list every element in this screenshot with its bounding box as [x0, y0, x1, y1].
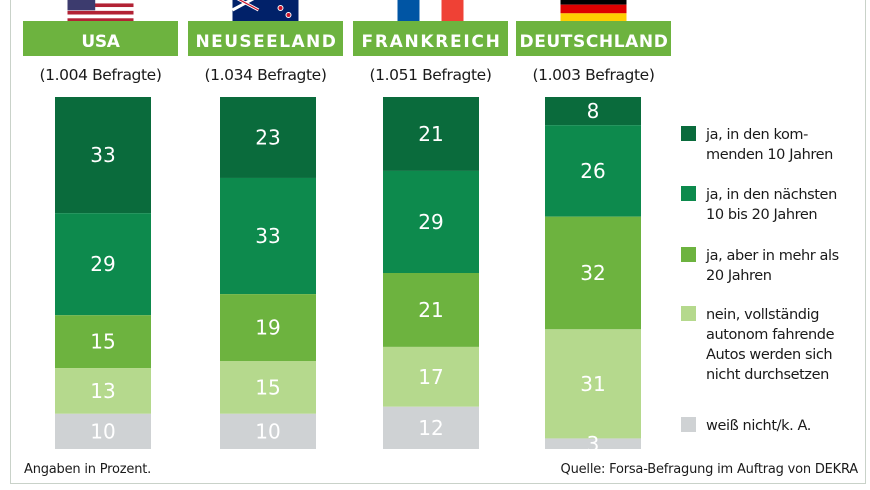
header-box-neuseeland [188, 21, 343, 56]
data-label-neuseeland-s1: 23 [255, 125, 280, 149]
bar-segment-usa-s1 [55, 97, 151, 214]
data-label-frankreich-s5: 12 [418, 416, 443, 440]
data-label-neuseeland-s5: 10 [255, 419, 280, 443]
header-box-frankreich [353, 21, 508, 56]
data-label-frankreich-s2: 29 [418, 210, 443, 234]
legend-swatch-5 [681, 417, 696, 432]
respondents-note-usa: (1.004 Befragte) [40, 66, 162, 84]
bar-segment-frankreich-s5 [383, 406, 479, 449]
bar-segment-deutschland-s2 [545, 125, 641, 217]
legend-swatch-3 [681, 247, 696, 262]
bar-segment-usa-s2 [55, 213, 151, 316]
bar-segment-neuseeland-s4 [220, 361, 316, 414]
data-label-neuseeland-s3: 19 [255, 316, 280, 340]
legend-swatch-2 [681, 186, 696, 201]
respondents-note-frankreich: (1.051 Befragte) [370, 66, 492, 84]
respondents-note-neuseeland: (1.034 Befragte) [205, 66, 327, 84]
bar-segment-usa-s3 [55, 315, 151, 369]
flag-france-icon [397, 0, 464, 22]
category-label-deutschland: DEUTSCHLAND [520, 32, 668, 52]
data-label-usa-s2: 29 [90, 252, 115, 276]
data-label-deutschland-s1: 8 [587, 99, 600, 123]
data-label-neuseeland-s2: 33 [255, 224, 280, 248]
data-label-deutschland-s3: 32 [580, 261, 605, 285]
legend-item-2: ja, in den nächsten 10 bis 20 Jahren [681, 186, 837, 223]
data-label-frankreich-s1: 21 [418, 122, 443, 146]
legend-label-4: nein, vollständig autonom fahrende Autos w… [706, 307, 835, 383]
data-label-usa-s4: 13 [90, 379, 115, 403]
bar-segment-neuseeland-s2 [220, 177, 316, 295]
bar-segment-usa-s5 [55, 413, 151, 449]
bar-segment-frankreich-s1 [383, 97, 479, 171]
bar-segment-deutschland-s5 [545, 438, 641, 449]
data-label-neuseeland-s4: 15 [255, 375, 280, 399]
data-label-usa-s5: 10 [90, 419, 115, 443]
legend-item-1: ja, in den kom-menden 10 Jahren [681, 126, 833, 163]
bar-segment-neuseeland-s1 [220, 97, 316, 178]
footer-source: Quelle: Forsa-Befragung im Auftrag von D… [560, 462, 859, 477]
bar-segment-deutschland-s1 [545, 97, 641, 126]
header-box-usa [23, 21, 178, 56]
bar-segment-usa-s4 [55, 368, 151, 414]
data-label-deutschland-s2: 26 [580, 159, 605, 183]
data-label-usa-s1: 33 [90, 143, 115, 167]
legend-label-5: weiß nicht/k. A. [706, 418, 811, 434]
bar-segment-frankreich-s4 [383, 346, 479, 407]
header-box-deutschland [516, 21, 671, 56]
data-label-deutschland-s5: 3 [587, 432, 600, 456]
category-label-neuseeland: NEUSEELAND [196, 32, 336, 52]
bar-segment-neuseeland-s5 [220, 413, 316, 449]
bar-segment-neuseeland-s3 [220, 294, 316, 361]
data-label-deutschland-s4: 31 [580, 372, 605, 396]
legend-label-3: ja, aber in mehr als 20 Jahren [705, 248, 839, 284]
category-label-usa: USA [81, 32, 120, 52]
legend-swatch-1 [681, 126, 696, 141]
bar-segment-frankreich-s3 [383, 273, 479, 347]
bar-segment-deutschland-s3 [545, 216, 641, 330]
chart-frame [10, 0, 866, 484]
flag-germany-icon [560, 0, 627, 22]
legend-item-5: weiß nicht/k. A. [681, 417, 811, 434]
bar-segment-deutschland-s4 [545, 329, 641, 439]
bar-segment-frankreich-s2 [383, 170, 479, 273]
legend-item-4: nein, vollständig autonom fahrende Autos w… [681, 306, 835, 383]
legend-label-2: ja, in den nächsten 10 bis 20 Jahren [705, 187, 837, 223]
legend-swatch-4 [681, 306, 696, 321]
data-label-frankreich-s3: 21 [418, 298, 443, 322]
data-label-frankreich-s4: 17 [418, 365, 443, 389]
legend-label-1: ja, in den kom-menden 10 Jahren [705, 127, 833, 163]
legend-item-3: ja, aber in mehr als 20 Jahren [681, 247, 839, 284]
respondents-note-deutschland: (1.003 Befragte) [533, 66, 655, 84]
data-label-usa-s3: 15 [90, 330, 115, 354]
flag-usa-icon [67, 0, 134, 22]
footer-note: Angaben in Prozent. [24, 462, 152, 477]
category-label-frankreich: FRANKREICH [362, 32, 500, 52]
flag-new-zealand-icon [231, 0, 299, 22]
